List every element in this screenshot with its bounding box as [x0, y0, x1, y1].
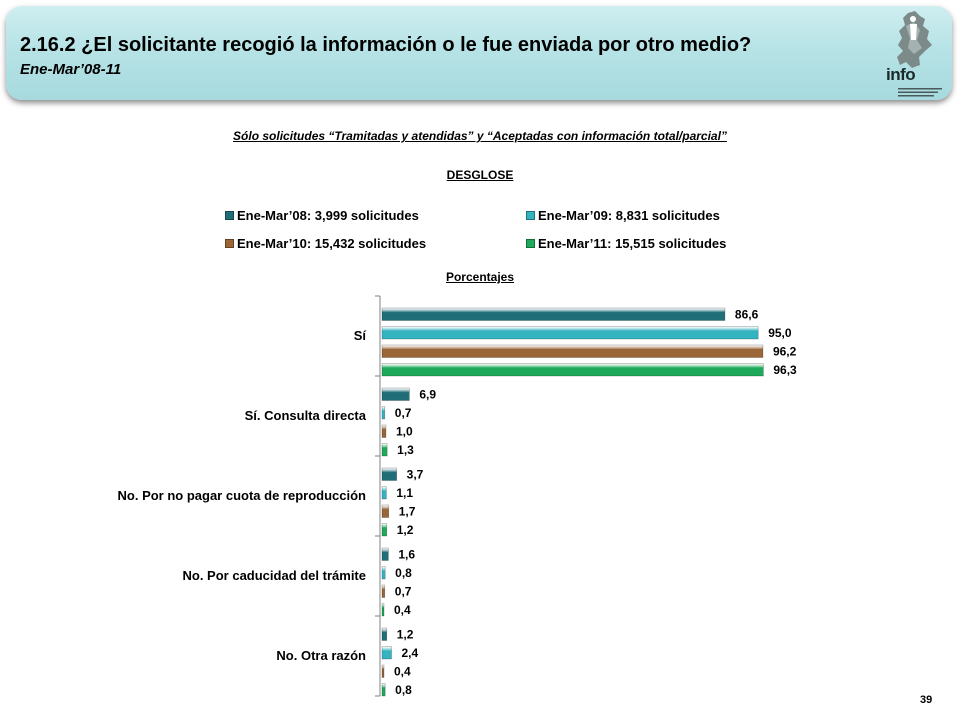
legend-label-2009: Ene-Mar’09: 8,831 solicitudes [538, 208, 720, 223]
data-label: 1,6 [398, 548, 415, 562]
legend-swatch-2010 [225, 239, 234, 248]
data-label: 2,4 [402, 646, 419, 660]
category-label: No. Otra razón [276, 648, 366, 663]
category-label: No. Por caducidad del trámite [183, 568, 367, 583]
axis-caption-porcentajes: Porcentajes [445, 270, 515, 284]
bar [381, 504, 390, 518]
chart-title: DESGLOSE [446, 168, 514, 182]
category-label: No. Por no pagar cuota de reproducción [118, 488, 367, 503]
bar [381, 683, 386, 697]
bar [381, 406, 386, 420]
bar [381, 486, 387, 500]
data-label: 96,3 [773, 363, 797, 377]
data-label: 95,0 [768, 326, 792, 340]
legend-swatch-2011 [526, 239, 535, 248]
data-label: 1,1 [396, 486, 413, 500]
header-banner: 2.16.2 ¿El solicitante recogió la inform… [6, 6, 952, 100]
bar [381, 363, 764, 377]
data-label: 0,7 [395, 406, 412, 420]
legend-item-2010: Ene-Mar’10: 15,432 solicitudes [225, 236, 426, 251]
logo-caption-lines [898, 88, 942, 97]
data-label: 1,0 [396, 425, 413, 439]
data-label: 1,7 [399, 505, 416, 519]
info-logo: info [884, 10, 946, 98]
data-label: 0,8 [395, 683, 412, 697]
legend-label-2008: Ene-Mar’08: 3,999 solicitudes [237, 208, 419, 223]
legend-label-2010: Ene-Mar’10: 15,432 solicitudes [237, 236, 427, 251]
page-title: 2.16.2 ¿El solicitante recogió la inform… [20, 34, 752, 56]
filter-note: Sólo solicitudes “Tramitadas y atendidas… [233, 129, 727, 143]
data-label: 0,4 [394, 603, 411, 617]
bar [381, 603, 385, 617]
bar [381, 307, 726, 321]
mexico-city-map-logo-icon [897, 11, 932, 68]
data-label: 3,7 [407, 468, 424, 482]
legend-item-2009: Ene-Mar’09: 8,831 solicitudes [526, 208, 720, 223]
data-label: 0,8 [395, 566, 412, 580]
bar [381, 424, 387, 438]
data-label: 1,2 [397, 523, 414, 537]
legend-swatch-2009 [526, 211, 535, 220]
bar [381, 646, 392, 660]
bar [381, 443, 388, 457]
bar [381, 523, 388, 537]
data-label: 86,6 [735, 308, 759, 322]
bar [381, 664, 385, 678]
data-label: 0,4 [394, 665, 411, 679]
data-label: 0,7 [395, 585, 412, 599]
bar [381, 344, 764, 358]
bar [381, 547, 389, 561]
bar [381, 566, 386, 580]
legend-swatch-2008 [225, 211, 234, 220]
bar [381, 627, 388, 641]
page-number: 39 [920, 694, 933, 706]
data-label: 6,9 [419, 388, 436, 402]
legend-item-2011: Ene-Mar’11: 15,515 solicitudes [526, 236, 726, 251]
data-label: 1,3 [397, 443, 414, 457]
legend-item-2008: Ene-Mar’08: 3,999 solicitudes [225, 208, 419, 223]
bar [381, 387, 410, 401]
category-label: Sí. Consulta directa [245, 408, 367, 423]
bar [381, 584, 386, 598]
legend-label-2011: Ene-Mar’11: 15,515 solicitudes [538, 236, 727, 251]
logo-text: info [886, 65, 916, 84]
page-subtitle: Ene-Mar’08-11 [20, 61, 122, 78]
category-label: Sí [354, 328, 367, 343]
bar [381, 467, 397, 481]
data-label: 1,2 [397, 628, 414, 642]
bar [381, 326, 759, 340]
data-label: 96,2 [773, 345, 797, 359]
